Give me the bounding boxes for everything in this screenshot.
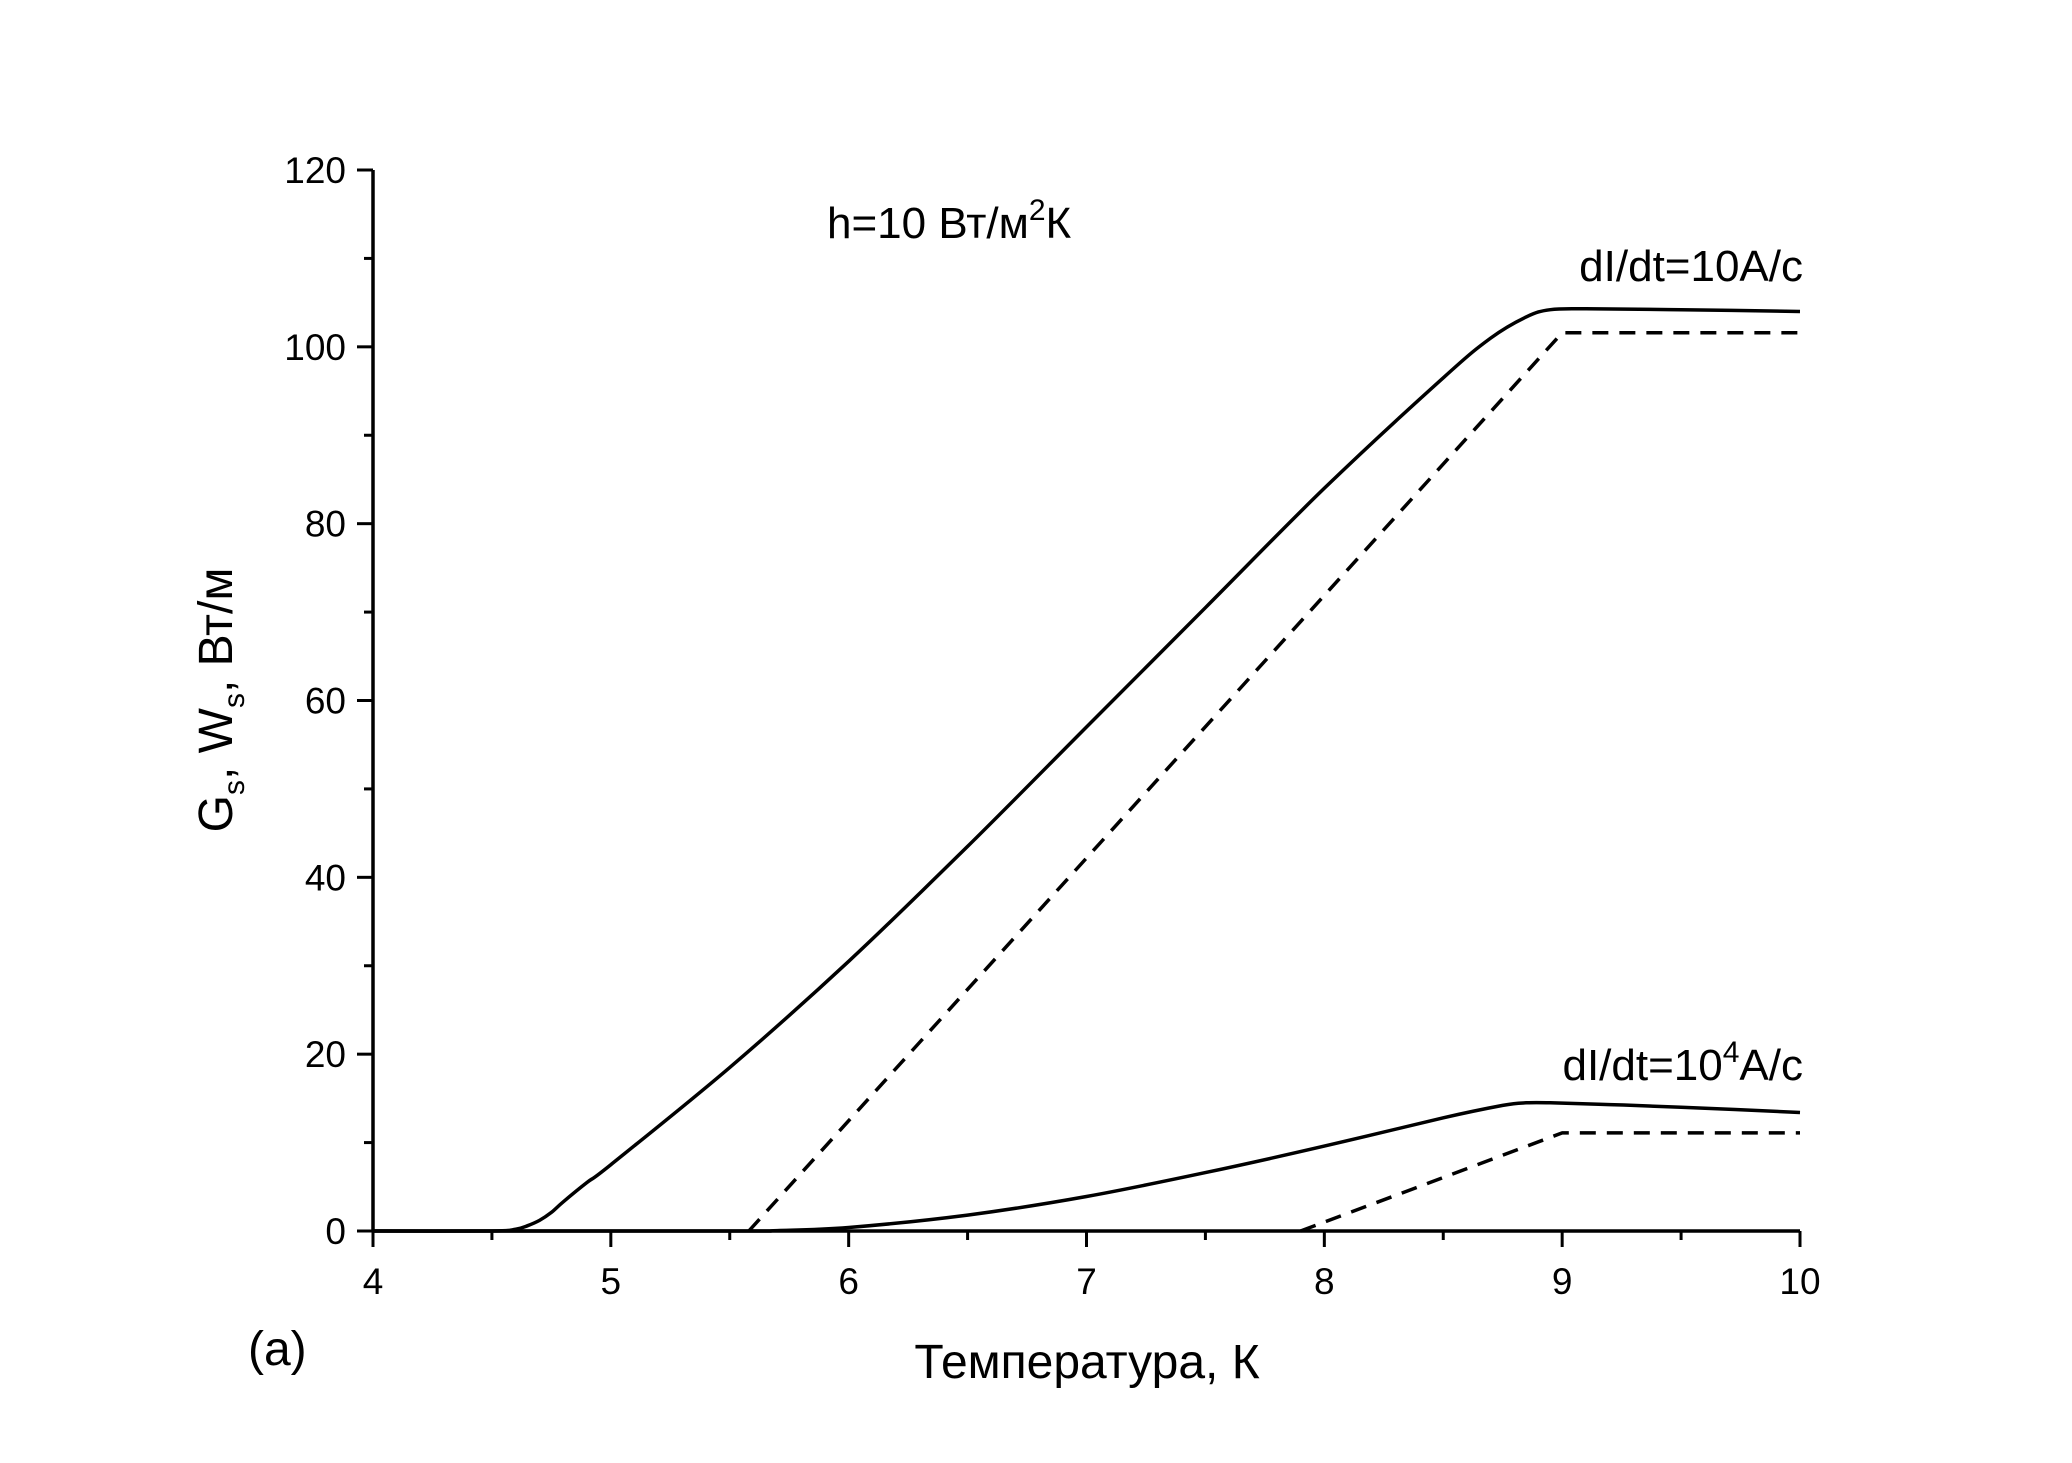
y-tick-label: 60 [305,681,346,722]
y-tick-label: 0 [325,1211,346,1252]
x-tick-label: 9 [1552,1261,1573,1302]
panel-label: (a) [248,1323,307,1376]
y-tick-label: 120 [284,150,346,191]
series-line-1-solid [372,306,1801,1233]
rate-high-label: dI/dt=10A/c [1579,242,1803,291]
y-tick-label: 40 [305,857,346,898]
y-axis-label: Gs, Ws, Вт/м [190,568,251,833]
x-axis-label: Температура, К [914,1336,1259,1389]
x-tick-label: 4 [363,1261,384,1302]
y-tick-label: 80 [305,504,346,545]
x-tick-label: 10 [1779,1261,1820,1302]
rate-low-label: dI/dt=104A/c [1562,1036,1803,1090]
series-line-4-dashed [1299,1131,1800,1233]
x-tick-label: 6 [838,1261,859,1302]
h-annotation: h=10 Вт/м2К [827,194,1072,248]
series-line-3-solid [372,1100,1801,1233]
y-tick-label: 20 [305,1034,346,1075]
x-tick-label: 7 [1076,1261,1097,1302]
x-tick-label: 5 [601,1261,622,1302]
series-line-2-dashed [747,330,1800,1233]
x-tick-label: 8 [1314,1261,1335,1302]
series-layer [372,306,1801,1233]
y-tick-label: 100 [284,327,346,368]
